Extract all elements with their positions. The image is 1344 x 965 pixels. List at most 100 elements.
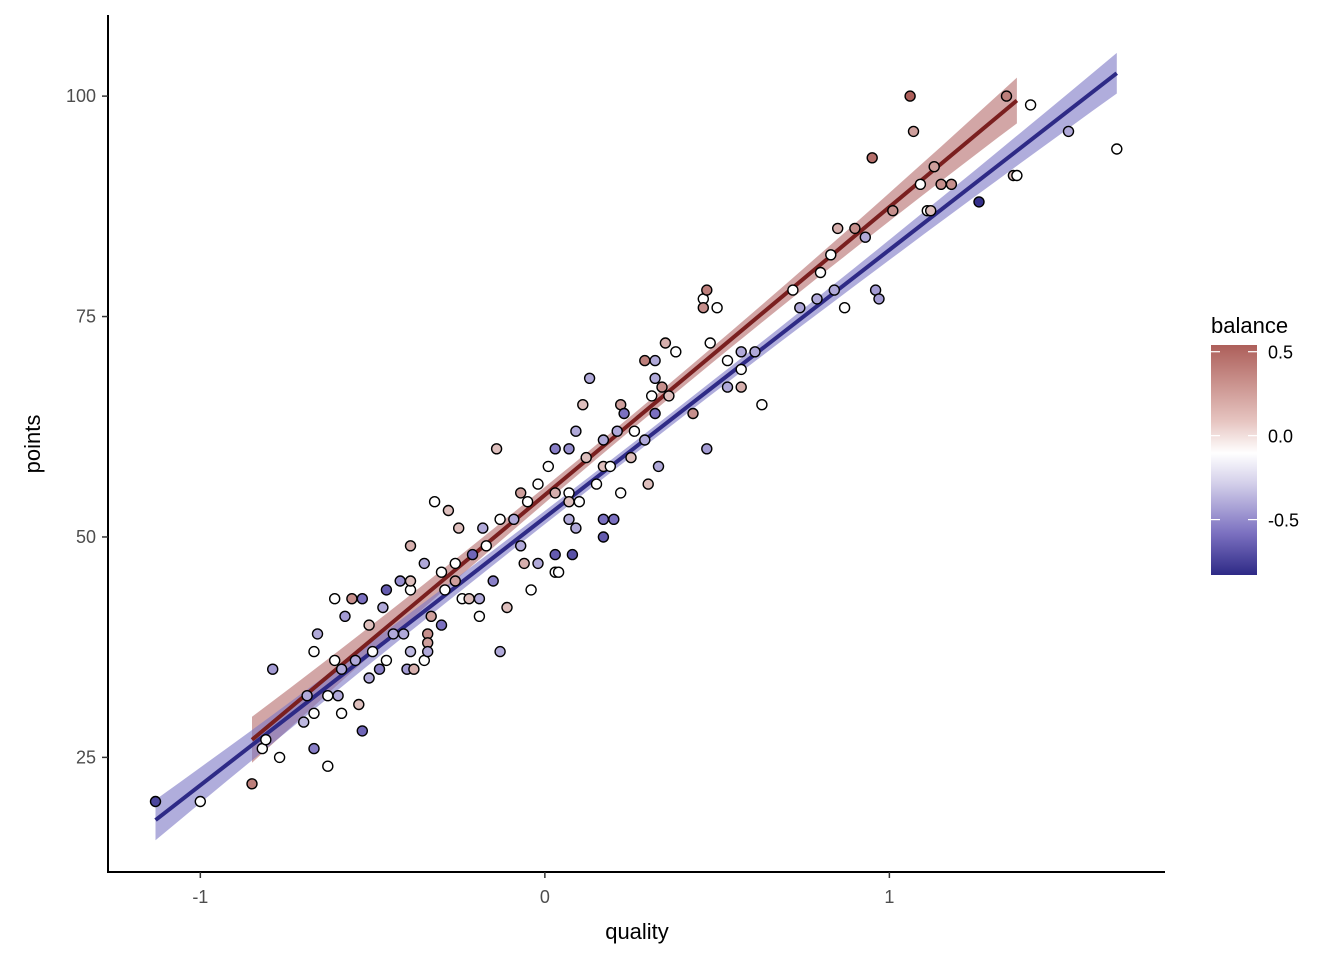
legend-tick-label: 0.5 [1268, 343, 1293, 363]
data-point [701, 284, 713, 296]
data-point [518, 557, 530, 570]
data-point [521, 496, 534, 508]
data-point [866, 152, 878, 164]
data-point [408, 663, 420, 675]
data-point [604, 460, 616, 473]
data-point [721, 354, 734, 367]
data-point [439, 584, 451, 596]
data-point [873, 293, 885, 305]
data-point [794, 302, 806, 314]
data-point [639, 354, 651, 367]
data-point [322, 690, 334, 702]
y-tick-label: 100 [66, 86, 96, 106]
data-point [449, 575, 461, 587]
data-point [597, 513, 610, 525]
data-point [1062, 125, 1075, 138]
data-point [349, 654, 362, 667]
data-point [787, 284, 799, 296]
data-point [608, 513, 620, 525]
data-point [404, 540, 417, 552]
data-point [501, 601, 513, 614]
data-point [583, 372, 596, 384]
fit-line-0 [250, 98, 1019, 742]
data-point [301, 690, 313, 702]
data-point [697, 302, 709, 314]
data-point [329, 593, 341, 605]
data-point [380, 654, 393, 667]
x-axis-title: quality [605, 919, 669, 944]
legend-colorbar [1211, 345, 1257, 575]
data-point [494, 513, 506, 525]
legend-tick-label: -0.5 [1268, 511, 1299, 531]
data-point [525, 584, 537, 596]
data-point [308, 742, 320, 755]
data-point [935, 178, 947, 191]
data-point [628, 425, 641, 437]
data-point [649, 407, 661, 420]
data-point [649, 354, 661, 367]
data-point [590, 478, 603, 490]
data-point [149, 795, 162, 808]
data-point [687, 407, 699, 420]
data-point [618, 407, 630, 420]
data-point [577, 399, 589, 411]
data-point [339, 610, 351, 622]
data-point [194, 795, 207, 808]
data-point [945, 178, 958, 191]
data-point [260, 734, 272, 746]
data-point [625, 451, 637, 464]
data-point [928, 160, 940, 173]
data-point [721, 381, 734, 393]
data-point [515, 540, 527, 552]
data-point [532, 478, 544, 490]
data-point [1024, 99, 1037, 111]
data-point [335, 663, 348, 675]
data-point [332, 690, 344, 702]
data-point [473, 593, 486, 605]
data-point [711, 302, 723, 314]
data-point [563, 513, 575, 525]
data-point [549, 487, 561, 499]
data-point [356, 593, 368, 605]
x-tick-label: -1 [192, 887, 208, 907]
data-point [480, 540, 492, 552]
data-point [515, 487, 527, 499]
data-point [566, 548, 579, 561]
data-point [549, 548, 561, 561]
data-point [570, 522, 582, 534]
data-point [1011, 169, 1023, 182]
data-point [508, 513, 520, 525]
data-point [346, 593, 358, 605]
data-point [425, 610, 437, 622]
data-point [363, 672, 375, 684]
data-point [373, 663, 386, 675]
data-point [735, 346, 747, 358]
data-point [670, 346, 682, 358]
data-point [494, 645, 506, 658]
data-point [656, 381, 668, 393]
fit-line-1 [154, 71, 1118, 822]
data-point [404, 645, 417, 658]
data-point [973, 196, 985, 208]
data-point [814, 266, 827, 279]
data-point [649, 372, 661, 384]
data-point [704, 337, 716, 349]
data-point [311, 628, 324, 640]
data-point [825, 249, 837, 261]
data-point [363, 619, 375, 631]
legend-tick-label: 0.0 [1268, 427, 1293, 447]
data-point [646, 390, 658, 402]
data-point [838, 302, 851, 314]
data-point [652, 460, 665, 473]
data-point [832, 222, 844, 235]
data-point [563, 496, 575, 508]
data-point [542, 460, 554, 473]
data-point [473, 610, 486, 622]
legend-title: balance [1211, 313, 1288, 338]
data-point [267, 663, 279, 675]
data-point [442, 504, 455, 517]
y-ticks: 25 50 75 100 [66, 86, 108, 767]
data-point [466, 548, 479, 561]
data-point [570, 425, 582, 437]
data-point [735, 363, 747, 376]
